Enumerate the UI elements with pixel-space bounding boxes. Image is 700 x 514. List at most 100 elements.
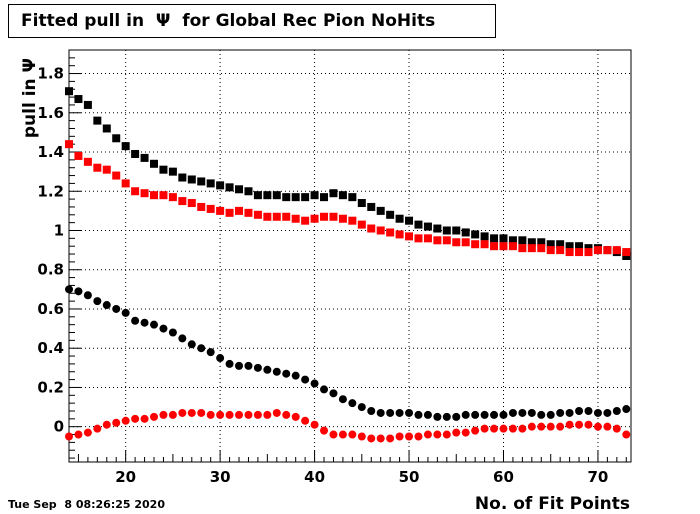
data-point-circle [386, 434, 395, 443]
data-point-circle [235, 410, 244, 419]
data-point-circle [405, 432, 414, 441]
data-point-circle [263, 410, 272, 419]
data-point-square [338, 214, 347, 223]
data-point-square [310, 214, 319, 223]
data-point-square [197, 202, 206, 211]
data-point-circle [150, 320, 159, 329]
data-point-square [405, 232, 414, 241]
data-point-circle [216, 410, 225, 419]
data-point-circle [537, 410, 546, 419]
data-point-square [301, 193, 310, 202]
data-point-square [168, 193, 177, 202]
data-point-circle [112, 418, 121, 427]
data-point-square [235, 185, 244, 194]
data-point-square [168, 167, 177, 176]
data-point-circle [225, 359, 234, 368]
data-point-square [480, 232, 489, 241]
data-point-circle [216, 354, 225, 363]
data-point-square [575, 248, 584, 257]
data-point-square [244, 187, 253, 196]
data-point-square [357, 220, 366, 229]
data-point-circle [556, 408, 565, 417]
data-point-circle [490, 424, 499, 433]
data-point-circle [320, 426, 329, 435]
data-point-square [414, 234, 423, 243]
data-point-circle [565, 408, 574, 417]
data-point-square [386, 210, 395, 219]
data-point-square [272, 212, 281, 221]
data-point-square [518, 236, 527, 245]
data-point-circle [253, 363, 262, 372]
y-axis-title: pull in Ψ [20, 58, 40, 138]
data-point-circle [65, 432, 73, 441]
data-point-square [461, 238, 470, 247]
timestamp: Tue Sep 8 08:26:25 2020 [8, 498, 165, 511]
data-point-circle [244, 410, 253, 419]
data-point-square [263, 191, 272, 200]
data-point-square [546, 246, 555, 255]
data-point-circle [348, 430, 357, 439]
data-point-circle [225, 410, 234, 419]
data-point-circle [546, 422, 555, 431]
data-point-circle [140, 318, 149, 327]
data-point-square [442, 226, 451, 235]
data-point-square [178, 197, 187, 206]
data-point-circle [338, 430, 347, 439]
data-point-circle [93, 424, 102, 433]
data-point-square [442, 236, 451, 245]
data-point-circle [461, 410, 470, 419]
data-point-square [121, 179, 130, 188]
data-point-circle [150, 412, 159, 421]
data-point-circle [74, 287, 83, 296]
data-point-square [93, 116, 102, 125]
data-point-square [518, 244, 527, 253]
data-point-square [159, 191, 168, 200]
data-point-circle [329, 389, 338, 398]
data-point-square [74, 95, 83, 104]
data-point-circle [263, 365, 272, 374]
data-point-square [272, 191, 281, 200]
data-point-square [386, 228, 395, 237]
data-point-circle [471, 410, 480, 419]
data-point-circle [197, 408, 206, 417]
y-tick-label: 0.2 [37, 378, 64, 396]
data-point-circle [357, 403, 366, 412]
data-point-circle [102, 420, 111, 429]
data-point-circle [518, 408, 527, 417]
data-point-circle [178, 408, 187, 417]
data-point-circle [575, 420, 584, 429]
data-point-circle [480, 424, 489, 433]
data-point-circle [235, 361, 244, 370]
y-tick-label: 0.6 [37, 300, 64, 318]
data-point-circle [121, 308, 130, 317]
data-point-circle [367, 406, 376, 415]
data-point-square [348, 216, 357, 225]
data-point-square [527, 238, 536, 247]
data-point-square [405, 216, 414, 225]
data-point-square [150, 159, 159, 168]
data-point-square [83, 100, 92, 109]
data-point-square [395, 230, 404, 239]
data-point-circle [93, 297, 102, 306]
data-point-circle [74, 430, 83, 439]
data-point-circle [131, 316, 140, 325]
data-point-square [593, 246, 602, 255]
data-point-circle [405, 408, 414, 417]
data-point-square [253, 191, 262, 200]
data-point-circle [376, 408, 385, 417]
data-point-square [178, 173, 187, 182]
data-point-square [131, 149, 140, 158]
data-point-square [565, 242, 574, 251]
data-point-square [471, 230, 480, 239]
data-point-circle [301, 416, 310, 425]
data-point-square [216, 206, 225, 215]
data-point-circle [121, 416, 130, 425]
data-point-square [499, 242, 508, 251]
data-point-square [225, 208, 234, 217]
data-point-square [140, 189, 149, 198]
data-point-circle [168, 328, 177, 337]
data-point-square [65, 87, 73, 96]
data-point-square [310, 191, 319, 200]
data-point-square [187, 199, 196, 208]
data-point-circle [282, 369, 291, 378]
